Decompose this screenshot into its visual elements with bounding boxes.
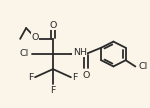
Text: NH: NH [73,48,87,57]
Text: O: O [82,71,90,80]
Text: O: O [50,21,57,30]
Text: O: O [31,33,38,42]
Text: F: F [72,73,78,82]
Text: Cl: Cl [138,62,148,71]
Text: F: F [28,73,34,82]
Text: Cl: Cl [19,49,28,58]
Text: F: F [50,86,56,95]
